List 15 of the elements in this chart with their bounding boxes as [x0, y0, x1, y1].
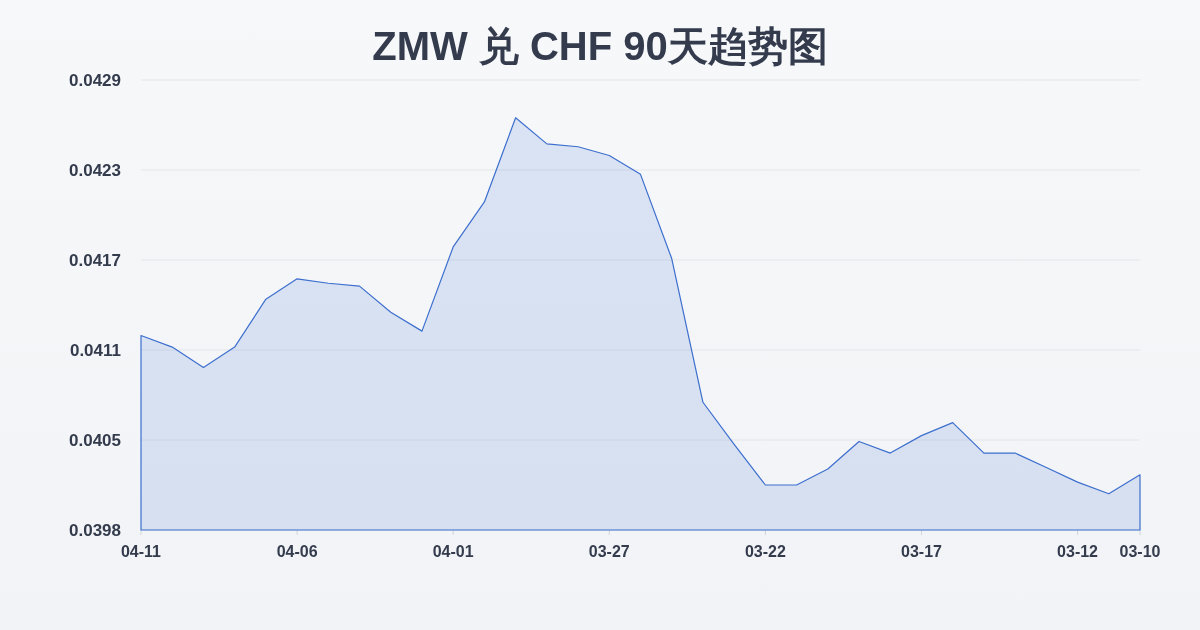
x-tick-label: 04-01: [432, 543, 474, 560]
y-tick-label: 0.0417: [69, 251, 121, 270]
x-tick-label: 04-11: [120, 543, 162, 560]
x-tick-label: 03-12: [1057, 543, 1099, 560]
y-tick-label: 0.0398: [69, 521, 121, 540]
x-tick-label: 03-22: [744, 543, 786, 560]
y-tick-label: 0.0411: [69, 341, 121, 360]
y-tick-label: 0.0429: [69, 71, 121, 90]
y-tick-label: 0.0423: [69, 161, 121, 180]
x-tick-label: 03-10: [1119, 543, 1161, 560]
x-tick-label: 04-06: [276, 543, 318, 560]
x-tick-label: 03-17: [901, 543, 943, 560]
y-tick-label: 0.0405: [69, 431, 121, 450]
x-tick-label: 03-27: [588, 543, 630, 560]
chart-title: ZMW 兑 CHF 90天趋势图: [372, 24, 828, 68]
